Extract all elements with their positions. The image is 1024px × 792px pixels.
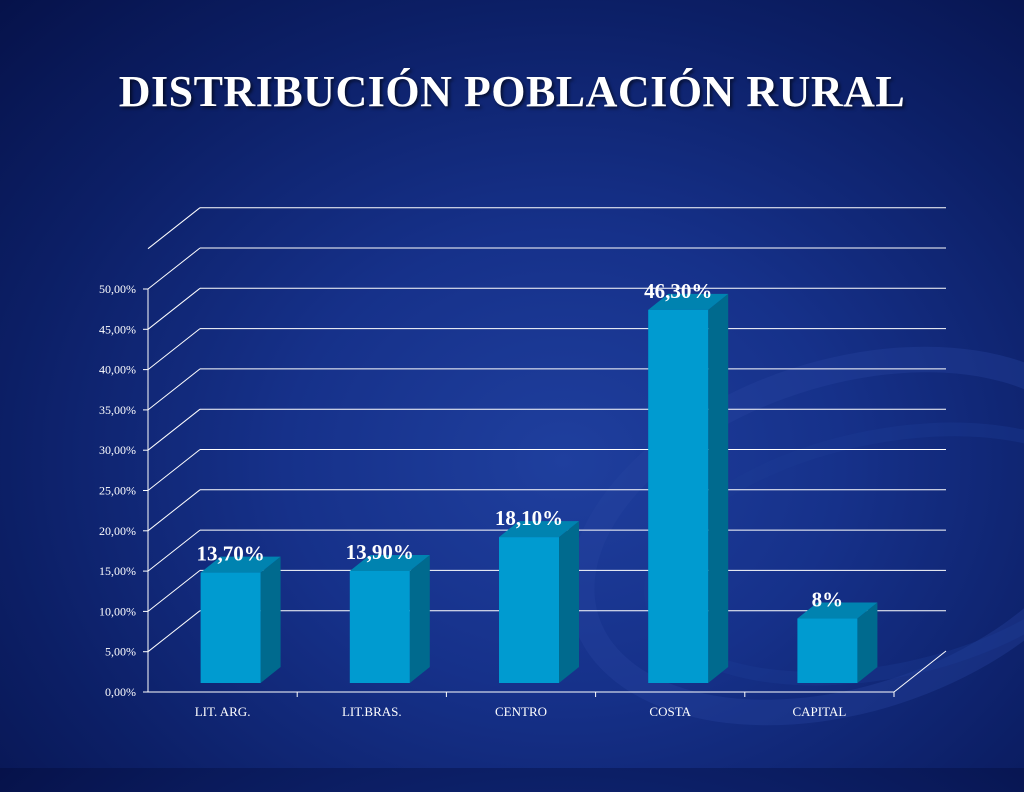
gridline-diagonal bbox=[147, 247, 201, 290]
x-tick-label: COSTA bbox=[649, 704, 691, 719]
y-tick-label: 5,00% bbox=[105, 645, 136, 659]
y-tick-label: 25,00% bbox=[99, 484, 136, 498]
data-label: 13,70% bbox=[196, 542, 264, 566]
bar-4 bbox=[797, 602, 878, 683]
gridline-diagonal bbox=[147, 610, 201, 653]
bar-side bbox=[857, 602, 878, 683]
bar-front bbox=[797, 618, 858, 683]
slide-title: DISTRIBUCIÓN POBLACIÓN RURAL bbox=[118, 67, 906, 116]
y-tick-label: 35,00% bbox=[99, 403, 136, 417]
bar-2 bbox=[499, 521, 579, 683]
gridline-diagonal bbox=[147, 449, 201, 491]
bar-top bbox=[499, 521, 579, 538]
bar-top bbox=[797, 602, 878, 619]
bar-front bbox=[349, 570, 410, 683]
bar-3 bbox=[648, 293, 729, 683]
gridline-diagonal bbox=[147, 368, 201, 411]
gridline-diagonal bbox=[147, 570, 201, 612]
data-label: 8% bbox=[812, 588, 844, 612]
y-tick-label: 45,00% bbox=[99, 322, 136, 336]
y-tick-label: 10,00% bbox=[99, 604, 136, 618]
data-label: 13,90% bbox=[346, 540, 414, 564]
bar-side bbox=[409, 554, 430, 683]
chart-labels: 0,00% 5,00% 10,00% 15,00% 20,00% 25,00% 30,00%… bbox=[99, 279, 846, 719]
bar-side bbox=[559, 521, 579, 683]
gridline-diagonal bbox=[147, 287, 201, 330]
bar-side bbox=[708, 293, 729, 683]
gridline-diagonal bbox=[147, 328, 201, 370]
bar-1 bbox=[349, 554, 430, 683]
bar-side bbox=[260, 556, 281, 683]
bar-top bbox=[648, 293, 729, 310]
y-tick-label: 30,00% bbox=[99, 443, 136, 457]
bar-chart: 0,00% 5,00% 10,00% 15,00% 20,00% 25,00% 30,00%… bbox=[99, 207, 947, 719]
y-tick-label: 0,00% bbox=[105, 685, 136, 699]
x-tick-label: CENTRO bbox=[495, 704, 547, 719]
y-tick-label: 20,00% bbox=[99, 524, 136, 538]
gridline-diagonal bbox=[147, 408, 201, 451]
chart-bars bbox=[200, 293, 878, 683]
x-tick-label: LIT.BRAS. bbox=[342, 704, 402, 719]
y-tick-label: 50,00% bbox=[99, 282, 136, 296]
data-label: 18,10% bbox=[495, 506, 563, 530]
y-tick-label: 40,00% bbox=[99, 363, 136, 377]
floor-edge bbox=[893, 650, 947, 693]
data-label: 46,30% bbox=[644, 279, 712, 303]
bar-top bbox=[349, 554, 430, 571]
bar-0 bbox=[200, 556, 281, 683]
bar-front bbox=[648, 309, 709, 683]
y-tick-label: 15,00% bbox=[99, 564, 136, 578]
gridline-diagonal bbox=[147, 529, 201, 572]
bar-front bbox=[499, 537, 559, 683]
x-tick-label: LIT. ARG. bbox=[195, 704, 251, 719]
gridline-diagonal bbox=[147, 207, 201, 250]
gridline-diagonal bbox=[147, 489, 201, 532]
bar-top bbox=[200, 556, 281, 573]
x-tick-label: CAPITAL bbox=[792, 704, 846, 719]
bar-front bbox=[200, 572, 261, 683]
